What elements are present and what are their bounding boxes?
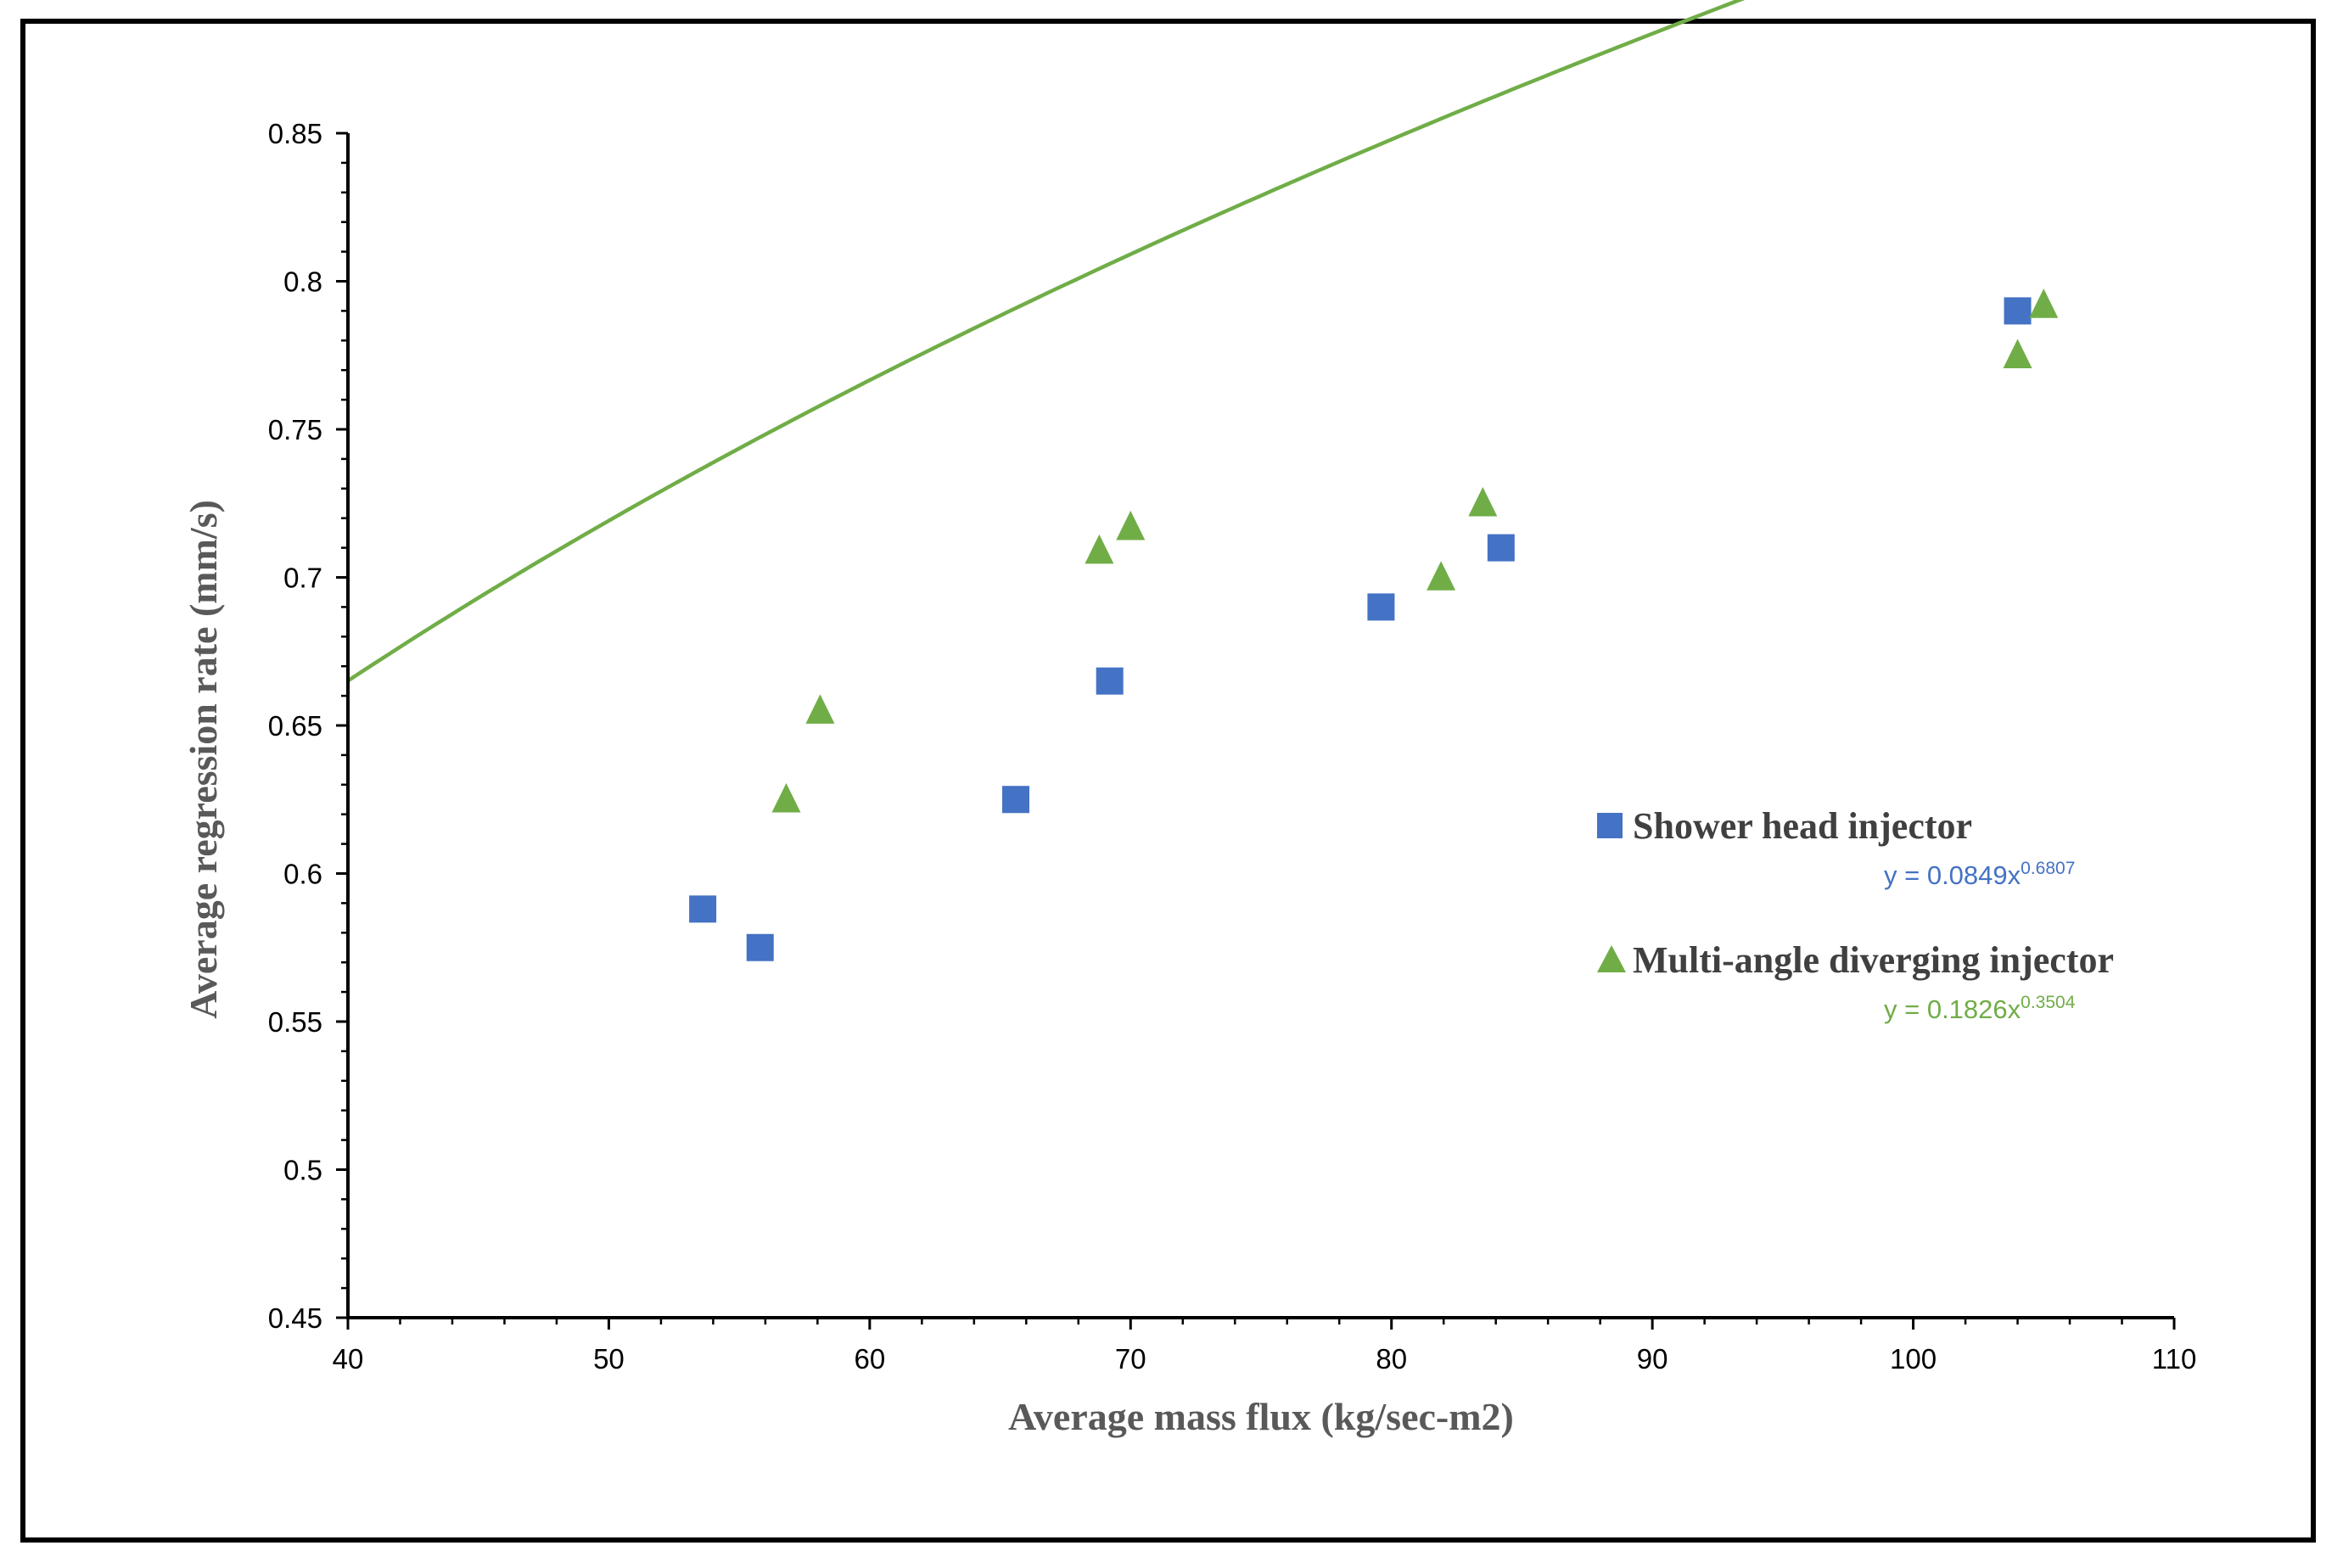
x-tick-label: 60 (854, 1343, 885, 1375)
y-tick-label: 0.45 (268, 1302, 322, 1334)
y-axis-title: Average regression rate (mm/s) (182, 500, 225, 1019)
y-tick-label: 0.8 (283, 266, 322, 298)
y-tick-label: 0.55 (268, 1006, 322, 1038)
equation-shower-head-base: y = 0.0849x (1884, 860, 2021, 890)
legend-label-shower-head: Shower head injector (1633, 805, 1972, 847)
point-multi-angle (1427, 561, 1456, 591)
ticks: 0.45 0.5 0.55 0.6 0.65 0.7 0.75 0.8 0.85 40 50 60 70… (268, 118, 2197, 1375)
x-tick-label: 90 (1637, 1343, 1668, 1375)
point-multi-angle (1116, 510, 1146, 540)
x-tick-label: 70 (1115, 1343, 1146, 1375)
trendlines (346, 0, 1746, 683)
x-tick-label: 40 (333, 1343, 364, 1375)
y-tick-label: 0.75 (268, 414, 322, 445)
point-shower-head (2004, 297, 2032, 325)
point-multi-angle (771, 782, 801, 813)
equation-multi-angle-exponent: 0.3504 (2021, 993, 2076, 1012)
y-tick-label: 0.6 (283, 859, 322, 890)
equation-shower-head: y = 0.0849x0.6807 (1884, 859, 2075, 890)
point-shower-head (1096, 667, 1124, 695)
x-tick-label: 80 (1376, 1343, 1407, 1375)
point-multi-angle (2003, 339, 2032, 369)
point-shower-head (1002, 786, 1030, 814)
equation-multi-angle: y = 0.1826x0.3504 (1884, 993, 2076, 1024)
legend-label-multi-angle: Multi-angle diverging injector (1633, 939, 2114, 981)
point-shower-head (1487, 534, 1515, 562)
x-tick-label: 110 (2152, 1343, 2197, 1375)
point-multi-angle (1468, 486, 1498, 517)
legend-marker-multi-angle-triangle (1597, 945, 1626, 972)
legend-marker-shower-head-square (1597, 813, 1623, 838)
data-points (689, 288, 2059, 961)
point-multi-angle (2029, 288, 2059, 318)
x-tick-label: 100 (1890, 1343, 1937, 1375)
point-shower-head (689, 895, 717, 923)
y-tick-label: 0.85 (268, 118, 322, 149)
y-tick-label: 0.7 (283, 563, 322, 594)
point-shower-head (746, 933, 774, 961)
legend: Shower head injector y = 0.0849x0.6807 M… (1597, 805, 2114, 1024)
y-tick-label: 0.5 (283, 1155, 322, 1186)
axes (346, 133, 2174, 1319)
equation-shower-head-exponent: 0.6807 (2021, 859, 2075, 878)
trendline-multi-angle (346, 0, 1746, 683)
point-multi-angle (1085, 534, 1114, 564)
point-shower-head (1367, 593, 1395, 621)
equation-multi-angle-base: y = 0.1826x (1884, 994, 2021, 1024)
x-tick-label: 50 (593, 1343, 625, 1375)
x-axis-title: Average mass flux (kg/sec-m2) (1008, 1395, 1514, 1438)
point-multi-angle (805, 694, 835, 724)
chart-frame (20, 19, 2316, 1543)
y-tick-label: 0.65 (268, 710, 322, 742)
